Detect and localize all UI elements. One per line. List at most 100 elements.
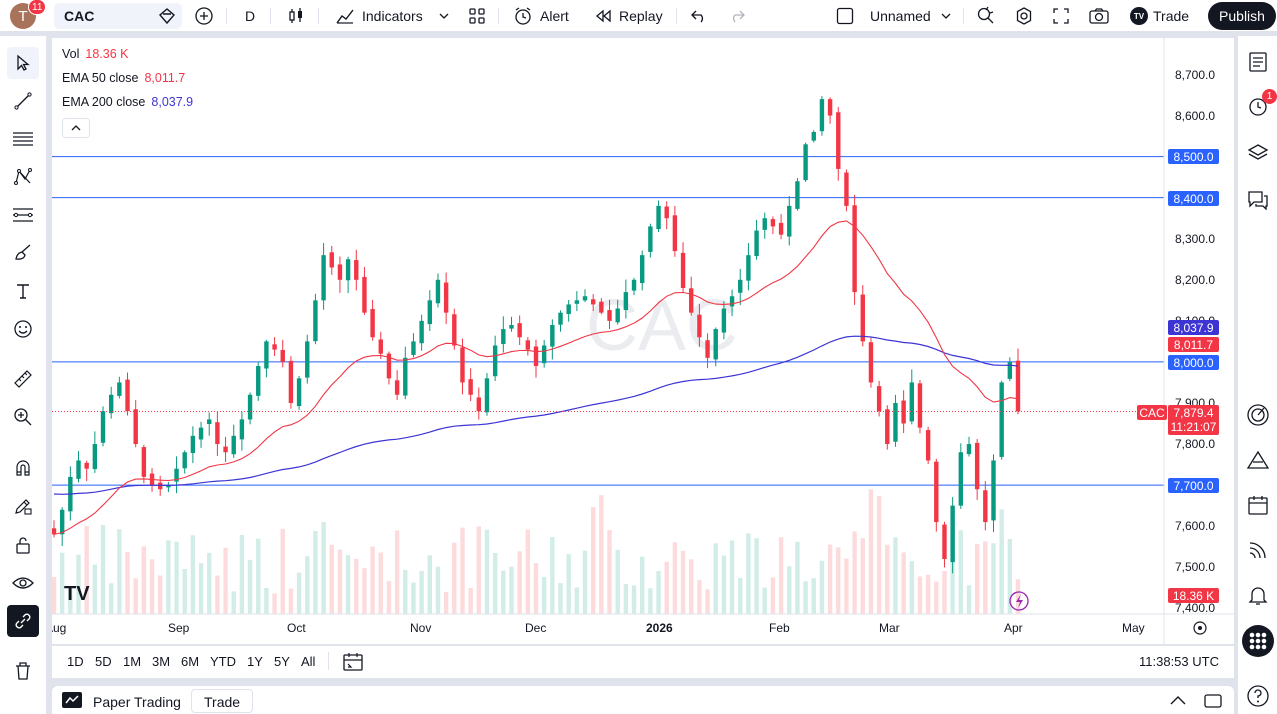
redo-icon[interactable]: [728, 0, 746, 32]
legend-collapse-button[interactable]: [62, 118, 90, 138]
fib-retracement-icon[interactable]: [7, 123, 39, 155]
volume-bar: [517, 551, 522, 614]
favorite-icon[interactable]: [158, 0, 176, 32]
candle-body: [223, 446, 228, 453]
emoji-icon[interactable]: [7, 313, 39, 345]
magnet-icon[interactable]: [7, 452, 39, 484]
lock-pencil-icon[interactable]: [7, 490, 39, 522]
layout-name[interactable]: Unnamed: [870, 0, 931, 32]
candle-body: [942, 524, 947, 560]
text-tool-icon[interactable]: [7, 275, 39, 307]
trade-button[interactable]: TV Trade: [1124, 3, 1200, 29]
candle-body: [607, 310, 612, 321]
clock-timezone[interactable]: 11:38:53 UTC: [1139, 654, 1219, 669]
layers-icon[interactable]: [1242, 137, 1274, 169]
y-axis-tick: 7,500.0: [1175, 560, 1216, 575]
price-chart[interactable]: CAC TV: [52, 38, 1234, 644]
trash-icon[interactable]: [7, 655, 39, 687]
help-icon[interactable]: [1242, 680, 1274, 712]
volume-bar: [272, 593, 277, 614]
quick-search-icon[interactable]: [976, 0, 996, 32]
volume-bar: [705, 589, 710, 614]
chart-pane[interactable]: CAC TV Vol 18.36 K EMA 50 close 8,011.7 …: [52, 38, 1234, 644]
interval-button[interactable]: D: [245, 0, 255, 32]
cursor-arrow-icon[interactable]: [7, 47, 39, 79]
interval-label: D: [245, 8, 256, 24]
range-5y[interactable]: 5Y: [274, 654, 290, 669]
settings-gear-icon[interactable]: [1014, 0, 1034, 32]
range-1d[interactable]: 1D: [67, 654, 84, 669]
candle-body: [182, 452, 187, 469]
volume-bar: [966, 585, 972, 614]
indicators-button[interactable]: Indicators: [335, 0, 423, 32]
range-6m[interactable]: 6M: [181, 654, 200, 669]
layout-checkbox-icon[interactable]: [836, 0, 854, 32]
candle-body: [484, 378, 490, 413]
broadcast-icon[interactable]: [1242, 534, 1274, 566]
candle-body: [501, 329, 506, 344]
symbol-price-tag: CAC: [1137, 405, 1167, 420]
brush-icon[interactable]: [7, 237, 39, 269]
volume-bar: [182, 568, 187, 614]
link-icon[interactable]: [7, 605, 39, 637]
target-icon[interactable]: [1242, 399, 1274, 431]
candle-body: [419, 320, 424, 344]
eye-icon[interactable]: [7, 567, 39, 599]
chart-type-candles-icon[interactable]: [287, 0, 305, 32]
legend-ema200[interactable]: EMA 200 close 8,037.9: [62, 95, 193, 109]
date-range-calendar-icon[interactable]: [342, 652, 364, 675]
volume-bar: [541, 576, 547, 614]
candle-body: [746, 255, 751, 281]
legend-volume[interactable]: Vol 18.36 K: [62, 47, 128, 61]
pattern-tool-icon[interactable]: [7, 161, 39, 193]
templates-grid-icon[interactable]: [468, 0, 486, 32]
watchlist-icon[interactable]: [1242, 46, 1274, 78]
range-all[interactable]: All: [301, 654, 316, 669]
forecast-tool-icon[interactable]: [7, 199, 39, 231]
candle-body: [329, 252, 334, 268]
panel-maximize-icon[interactable]: [1204, 693, 1222, 712]
lock-icon[interactable]: [7, 529, 39, 561]
apps-grid-icon[interactable]: [1242, 625, 1274, 657]
chat-bubbles-icon[interactable]: [1242, 184, 1274, 216]
volume-bar: [901, 552, 906, 614]
volume-bar: [623, 583, 629, 614]
range-5d[interactable]: 5D: [95, 654, 112, 669]
range-3m[interactable]: 3M: [152, 654, 171, 669]
bottom-trade-tab[interactable]: Trade: [191, 689, 254, 713]
ideas-triangle-icon[interactable]: [1242, 444, 1274, 476]
ruler-icon[interactable]: [7, 363, 39, 395]
x-label-may: May: [1122, 621, 1145, 635]
layout-dropdown-chevron-icon[interactable]: [940, 0, 952, 32]
legend-ema50[interactable]: EMA 50 close 8,011.7: [62, 71, 185, 85]
candle-body: [868, 342, 874, 383]
volume-bar: [836, 547, 841, 614]
time-axis-settings-icon[interactable]: [1193, 621, 1207, 635]
publish-button[interactable]: Publish: [1208, 2, 1276, 30]
undo-icon[interactable]: [690, 0, 708, 32]
candle-body: [860, 294, 865, 342]
range-1m[interactable]: 1M: [123, 654, 142, 669]
alerts-clock-icon[interactable]: 1: [1242, 89, 1277, 122]
panel-collapse-chevron-up-icon[interactable]: [1169, 694, 1187, 709]
volume-bar: [746, 533, 751, 614]
zoom-in-icon[interactable]: [7, 401, 39, 433]
alert-button[interactable]: Alert: [513, 0, 569, 32]
candle-body: [443, 282, 449, 313]
paper-trading-tab[interactable]: Paper Trading: [93, 694, 181, 710]
indicators-dropdown-chevron-icon[interactable]: [438, 0, 450, 32]
fullscreen-icon[interactable]: [1052, 0, 1070, 32]
candle-body: [313, 300, 318, 342]
volume-bar: [795, 541, 800, 614]
trend-line-icon[interactable]: [7, 85, 39, 117]
legend-ema50-label: EMA 50 close: [62, 71, 139, 85]
replay-button[interactable]: Replay: [594, 0, 663, 32]
camera-snapshot-icon[interactable]: [1088, 0, 1110, 32]
compare-add-icon[interactable]: [194, 0, 214, 32]
candle-body: [697, 314, 702, 338]
notification-bell-icon[interactable]: [1242, 579, 1274, 611]
range-ytd[interactable]: YTD: [210, 654, 236, 669]
lightning-event-icon[interactable]: [1009, 591, 1029, 611]
range-1y[interactable]: 1Y: [247, 654, 263, 669]
calendar-icon[interactable]: [1242, 489, 1274, 521]
